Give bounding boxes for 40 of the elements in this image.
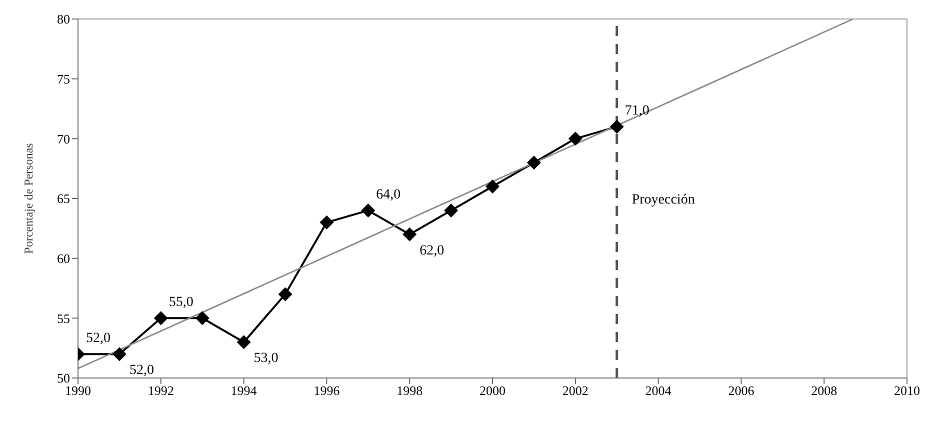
y-tick-label: 55 [57,310,70,326]
x-tick-label: 2008 [811,383,838,398]
x-tick-label: 1992 [148,383,174,398]
data-label: 71,0 [624,104,650,119]
data-label: 62,0 [420,243,444,258]
x-tick-label: 1990 [65,383,91,398]
y-tick-label: 70 [57,131,70,146]
point [278,287,292,302]
point [568,132,582,146]
point [610,120,624,134]
y-tick-label: 75 [57,71,70,86]
point [444,203,458,218]
point [526,156,541,170]
data-label: 64,0 [376,187,401,202]
data-label: 53,0 [254,351,278,366]
ref-line-label: Proyección [632,192,695,208]
point [236,335,251,350]
y-tick-label: 65 [57,191,70,206]
x-tick-label: 2000 [480,383,506,398]
y-tick-label: 60 [57,250,70,266]
y-axis-title: Porcentaje de Personas [21,142,36,254]
x-tick-label: 2004 [645,383,672,398]
y-tick-label: 50 [57,370,70,386]
data-label: 55,0 [168,295,194,310]
data-label: 52,0 [86,331,110,346]
point [154,311,168,326]
data-label: 52,0 [129,363,154,378]
point [402,227,417,242]
x-tick-label: 1998 [396,383,423,398]
point [486,180,500,194]
x-tick-label: 2006 [728,383,755,398]
point [195,311,210,326]
point [320,215,334,230]
x-tick-label: 2010 [894,383,920,398]
point [112,347,126,362]
point [361,203,376,218]
x-tick-label: 1994 [230,383,258,398]
x-tick-label: 1996 [314,383,340,398]
x-tick-label: 2002 [562,383,588,398]
y-tick-label: 80 [57,12,70,27]
